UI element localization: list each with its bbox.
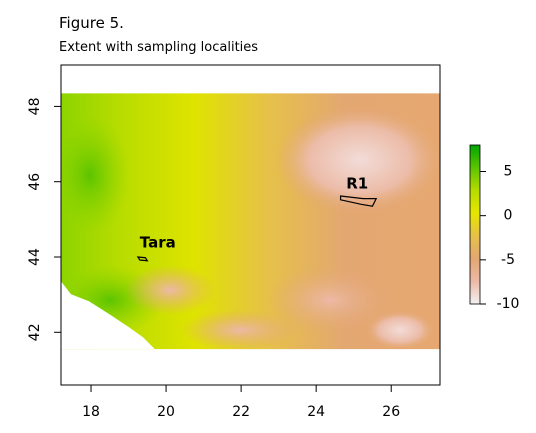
colorbar-tick-label: 0 xyxy=(504,208,513,224)
figure-title: Figure 5. xyxy=(59,14,124,32)
y-axis: 42 44 46 48 xyxy=(27,97,61,341)
x-axis: 18 20 22 24 26 xyxy=(82,385,400,420)
locality-label: Tara xyxy=(140,234,176,252)
figure-subtitle: Extent with sampling localities xyxy=(59,40,258,55)
elevation-raster xyxy=(61,93,440,350)
locality-polygon xyxy=(339,195,378,207)
x-tick-label: 24 xyxy=(307,404,325,420)
colorbar-legend: 5 0 -5 -10 xyxy=(469,144,520,312)
colorbar-tick-label: -10 xyxy=(497,296,520,312)
x-tick-label: 18 xyxy=(82,404,100,420)
locality-label: R1 xyxy=(346,174,368,192)
sampling-localities: Tara R1 xyxy=(136,174,378,262)
colorbar-scale xyxy=(469,144,481,305)
colorbar-tick-label: 5 xyxy=(504,164,513,180)
x-tick-label: 20 xyxy=(157,404,175,420)
plot-frame xyxy=(60,64,441,386)
y-tick-label: 42 xyxy=(27,323,43,341)
x-tick-label: 26 xyxy=(382,404,400,420)
y-tick-label: 46 xyxy=(27,173,43,191)
colorbar-tick-label: -5 xyxy=(501,252,515,268)
y-tick-label: 44 xyxy=(27,248,43,266)
y-tick-label: 48 xyxy=(27,97,43,115)
locality-polygon xyxy=(136,256,149,262)
x-tick-label: 22 xyxy=(232,404,250,420)
